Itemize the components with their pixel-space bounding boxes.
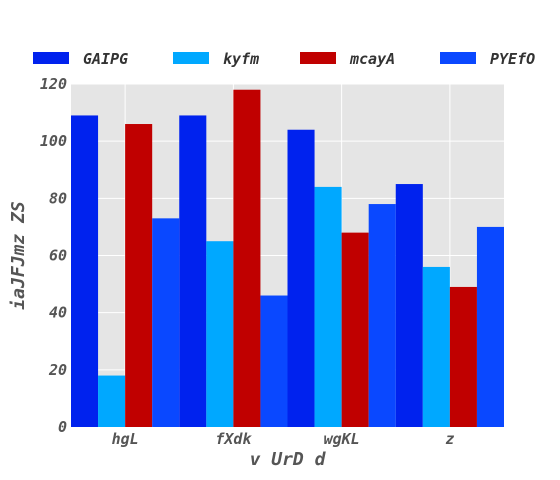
bar-mcayA-z: [449, 286, 477, 427]
bar-PYEfO-z: [476, 226, 504, 427]
y-axis-label: iaJFJmz ZS: [8, 201, 29, 310]
bar-PYEfO-fXdk: [260, 295, 288, 427]
y-tick-label: 60: [49, 247, 67, 265]
y-tick-label: 20: [48, 361, 67, 379]
bar-mcayA-hgL: [125, 124, 153, 428]
legend: GAIPG kyfm mcayA PYEfO: [33, 50, 535, 68]
legend-swatch-GAIPG: [33, 52, 69, 64]
y-tick-label: 120: [40, 75, 67, 93]
x-tick-label: z: [445, 430, 454, 448]
bar-kyfm-z: [422, 266, 450, 427]
bar-kyfm-wgKL: [314, 186, 342, 427]
x-tick-labels: hgL fXdk wgKL z: [112, 430, 455, 448]
y-tick-label: 40: [49, 304, 67, 322]
y-tick-label: 0: [58, 418, 67, 436]
y-tick-label: 100: [40, 132, 67, 150]
bar-GAIPG-fXdk: [179, 115, 207, 428]
x-tick-label: hgL: [112, 430, 139, 448]
bar-PYEfO-hgL: [152, 218, 180, 427]
legend-label-PYEfO: PYEfO: [490, 50, 535, 68]
y-tick-labels: 0 20 40 60 80 100 120: [40, 75, 67, 436]
bars: [71, 89, 504, 428]
legend-swatch-mcayA: [300, 52, 336, 64]
bar-GAIPG-wgKL: [287, 129, 315, 427]
legend-label-mcayA: mcayA: [349, 50, 395, 68]
bar-kyfm-hgL: [98, 375, 126, 427]
bar-GAIPG-hgL: [71, 115, 99, 428]
bar-mcayA-fXdk: [233, 89, 261, 427]
legend-label-kyfm: kyfm: [223, 50, 259, 68]
legend-label-GAIPG: GAIPG: [83, 50, 128, 68]
bar-PYEfO-wgKL: [368, 204, 396, 427]
legend-swatch-PYEfO: [440, 52, 476, 64]
x-tick-label: fXdk: [215, 430, 252, 448]
y-tick-label: 80: [49, 189, 67, 207]
x-tick-label: wgKL: [324, 430, 360, 448]
bar-mcayA-wgKL: [341, 232, 369, 427]
x-axis-label: v UrD d: [250, 449, 327, 470]
bar-kyfm-fXdk: [206, 241, 234, 427]
legend-swatch-kyfm: [173, 52, 209, 64]
bar-GAIPG-z: [395, 184, 423, 427]
